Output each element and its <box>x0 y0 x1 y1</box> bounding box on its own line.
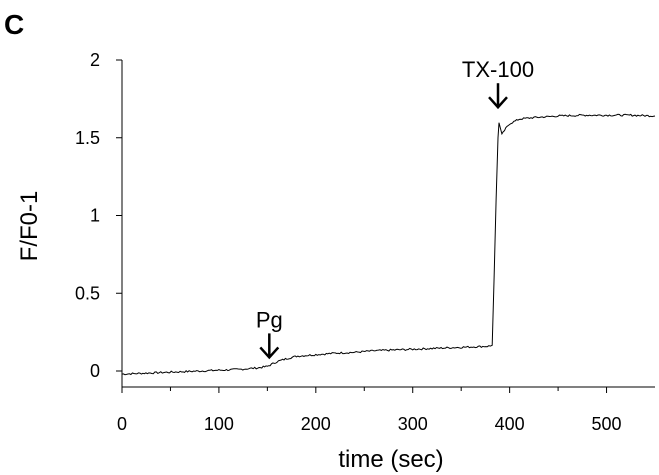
y-tick-label: 0 <box>90 361 100 381</box>
y-tick-label: 0.5 <box>75 283 100 303</box>
annotation-2: TX-100 <box>462 57 534 110</box>
y-tick-label: 1 <box>90 206 100 226</box>
x-tick-label: 100 <box>204 414 234 434</box>
plot-area <box>121 60 655 388</box>
y-axis-label: F/F0-1 <box>16 191 43 262</box>
y-tick-label: 1.5 <box>75 128 100 148</box>
annotation-1: Pg <box>256 307 283 360</box>
annotation-label: Pg <box>256 307 283 332</box>
x-axis-label: time (sec) <box>338 446 443 473</box>
x-tick-label: 0 <box>117 414 127 434</box>
x-tick-label: 500 <box>592 414 622 434</box>
x-tick-label: 300 <box>398 414 428 434</box>
x-tick-label: 200 <box>301 414 331 434</box>
y-tick-label: 2 <box>90 50 100 70</box>
ticks-layer: 0 100 200 300 400 500 0 0.5 1 1.5 2 <box>75 50 622 434</box>
series-layer <box>121 113 656 376</box>
annotation-arrow-head <box>259 346 280 360</box>
panel-label: C <box>4 9 24 40</box>
annotation-arrow-head <box>488 96 508 110</box>
annotation-label: TX-100 <box>462 57 534 82</box>
annotations-layer: Pg TX-100 <box>256 57 534 360</box>
x-tick-label: 400 <box>495 414 525 434</box>
series-line <box>121 113 656 376</box>
